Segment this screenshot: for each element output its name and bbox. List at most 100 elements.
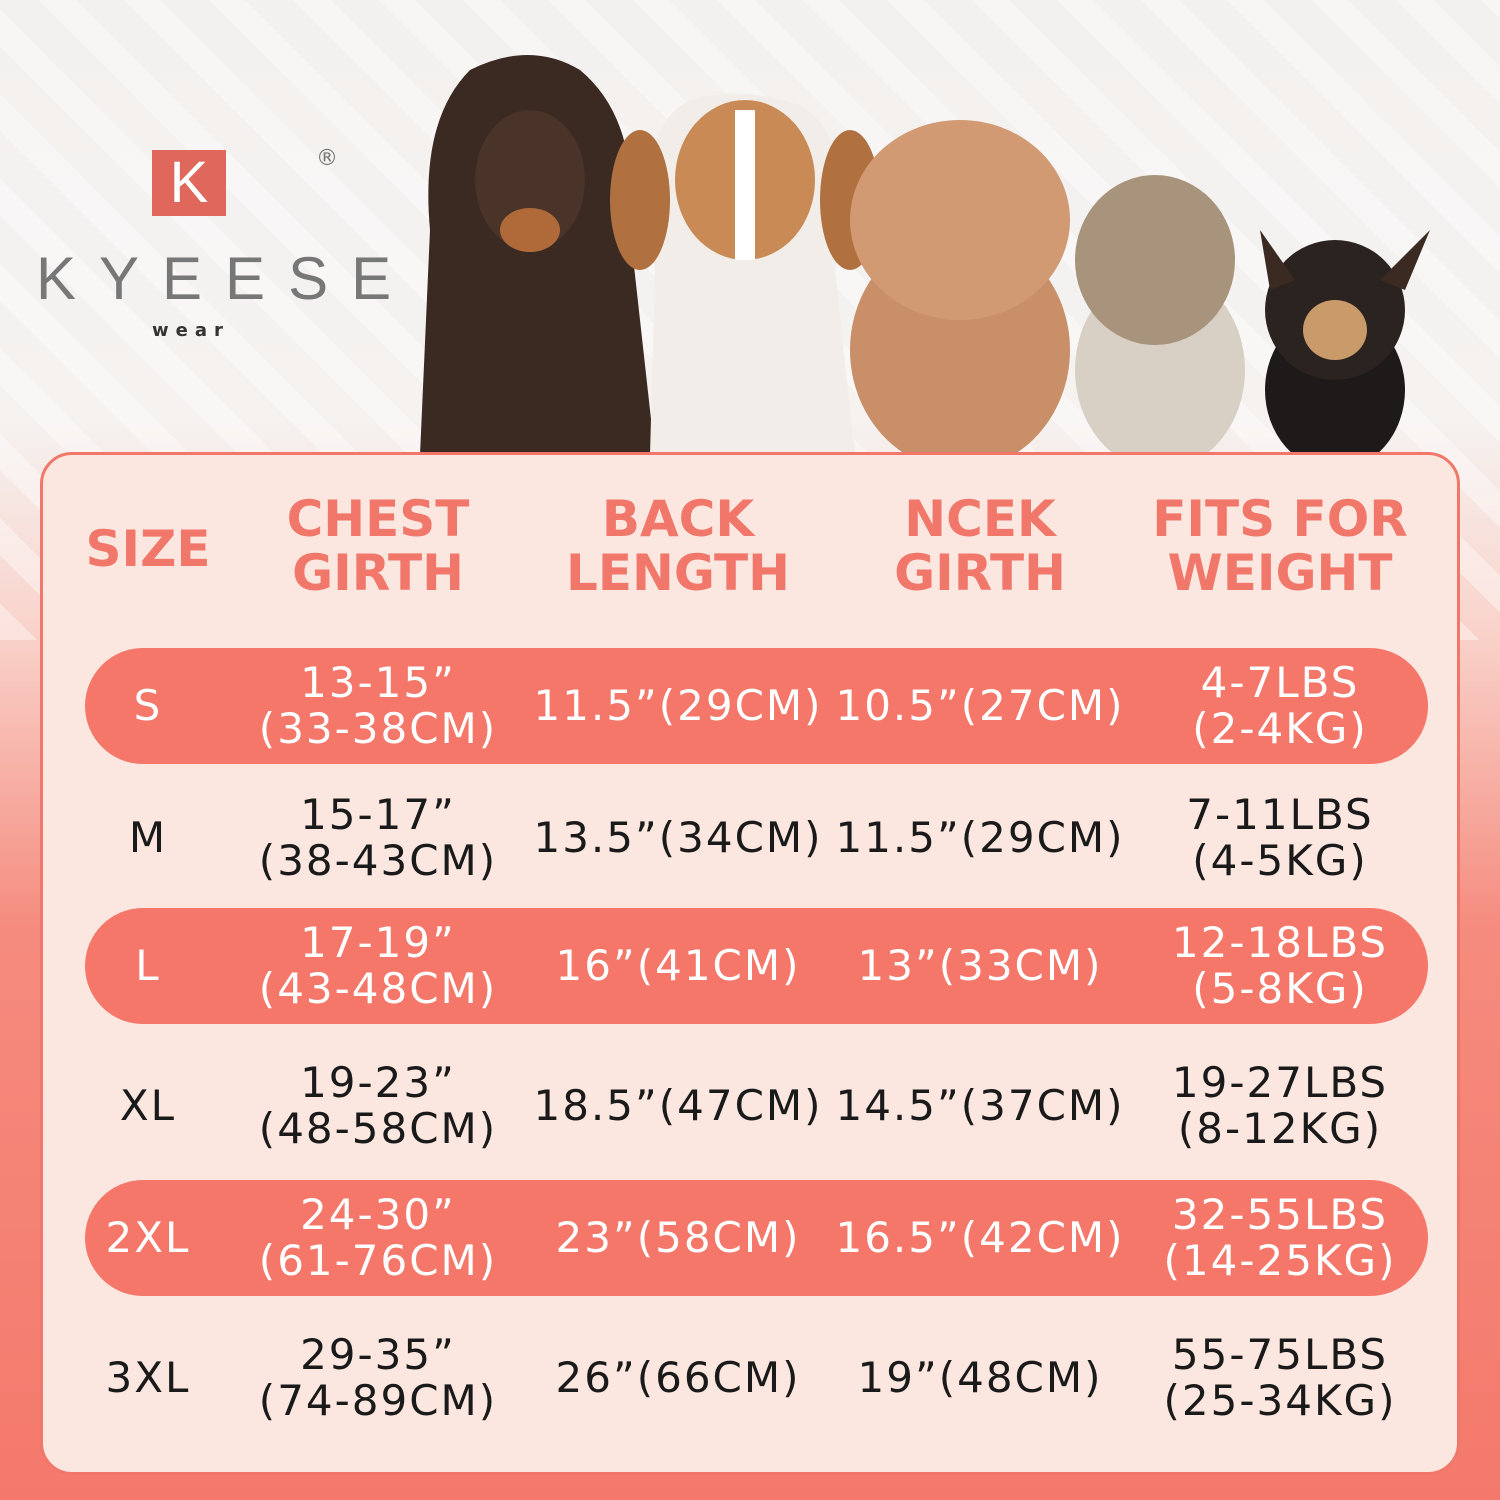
- cell-back-length: 18.5”(47CM): [533, 1083, 822, 1129]
- header-line: NCEK: [904, 490, 1056, 548]
- cell-weight: 55-75LBS (25-34KG): [1164, 1332, 1397, 1424]
- cell-neck-girth: 13”(33CM): [858, 943, 1103, 989]
- header-line: GIRTH: [292, 544, 464, 602]
- cell-line: 13”(33CM): [857, 941, 1103, 990]
- cell-line: (25-34KG): [1163, 1376, 1397, 1425]
- poodle-image: [850, 120, 1070, 455]
- header-line: LENGTH: [566, 544, 790, 602]
- cell-line: 13.5”(34CM): [533, 813, 823, 862]
- cell-line: (43-48CM): [258, 964, 498, 1013]
- cell-line: 7-11LBS: [1186, 790, 1374, 839]
- cell-line: 15-17”: [300, 790, 456, 839]
- cell-line: (33-38CM): [258, 704, 498, 753]
- cell-line: (38-43CM): [258, 836, 498, 885]
- cell-neck-girth: 16.5”(42CM): [835, 1215, 1124, 1261]
- cell-chest-girth: 15-17” (38-43CM): [259, 792, 497, 884]
- header-chest-girth: CHEST GIRTH: [287, 492, 470, 600]
- cell-line: (61-76CM): [258, 1236, 498, 1285]
- cell-line: 10.5”(27CM): [835, 681, 1125, 730]
- header-line: GIRTH: [894, 544, 1066, 602]
- cell-back-length: 26”(66CM): [556, 1355, 801, 1401]
- cell-line: 3XL: [105, 1353, 191, 1402]
- cell-line: (14-25KG): [1163, 1236, 1397, 1285]
- cell-line: (74-89CM): [258, 1376, 498, 1425]
- cell-chest-girth: 24-30” (61-76CM): [259, 1192, 497, 1284]
- cell-neck-girth: 11.5”(29CM): [835, 815, 1124, 861]
- cell-size: XL: [120, 1083, 176, 1129]
- doberman-image: [420, 55, 655, 455]
- cell-weight: 32-55LBS (14-25KG): [1164, 1192, 1397, 1284]
- cell-line: (2-4KG): [1192, 704, 1368, 753]
- cell-line: 32-55LBS: [1171, 1190, 1389, 1239]
- cell-weight: 12-18LBS (5-8KG): [1172, 920, 1388, 1012]
- cell-line: (4-5KG): [1192, 836, 1368, 885]
- cell-line: 19”(48CM): [857, 1353, 1103, 1402]
- cell-line: 13-15”: [300, 658, 456, 707]
- brand-name: KYEESE: [36, 245, 415, 312]
- cell-line: 17-19”: [300, 918, 456, 967]
- cell-weight: 4-7LBS (2-4KG): [1192, 660, 1367, 752]
- header-size: SIZE: [85, 522, 210, 576]
- cell-neck-girth: 14.5”(37CM): [835, 1083, 1124, 1129]
- cell-size: S: [134, 683, 163, 729]
- cell-line: 55-75LBS: [1171, 1330, 1389, 1379]
- cell-line: 11.5”(29CM): [835, 813, 1125, 862]
- cell-neck-girth: 10.5”(27CM): [835, 683, 1124, 729]
- cell-back-length: 23”(58CM): [556, 1215, 801, 1261]
- cell-line: 2XL: [105, 1213, 191, 1262]
- logo-k-mark: K: [152, 150, 226, 216]
- row-highlight: [85, 908, 1428, 1024]
- cell-size: M: [129, 815, 167, 861]
- cell-line: 12-18LBS: [1171, 918, 1389, 967]
- cell-size: L: [135, 943, 160, 989]
- cell-neck-girth: 19”(48CM): [858, 1355, 1103, 1401]
- cell-line: (8-12KG): [1177, 1104, 1383, 1153]
- brand-tagline: wear: [152, 320, 230, 341]
- cell-back-length: 13.5”(34CM): [533, 815, 822, 861]
- header-line: FITS FOR: [1152, 490, 1408, 548]
- row-highlight: [85, 1180, 1428, 1296]
- cell-line: S: [133, 681, 163, 730]
- cell-line: 29-35”: [300, 1330, 456, 1379]
- cell-line: (5-8KG): [1192, 964, 1368, 1013]
- cell-line: 16.5”(42CM): [835, 1213, 1125, 1262]
- header-line: WEIGHT: [1167, 544, 1393, 602]
- header-line: SIZE: [85, 520, 211, 578]
- registered-mark: ®: [316, 146, 338, 171]
- chihuahua-image: [1260, 230, 1430, 455]
- terrier-image: [1075, 175, 1245, 455]
- dogs-photo: [420, 55, 1430, 455]
- row-highlight: [85, 648, 1428, 764]
- cell-line: 4-7LBS: [1200, 658, 1360, 707]
- cell-back-length: 11.5”(29CM): [533, 683, 822, 729]
- cell-line: L: [135, 941, 161, 990]
- beagle-image: [610, 93, 880, 455]
- cell-weight: 7-11LBS (4-5KG): [1186, 792, 1373, 884]
- cell-chest-girth: 17-19” (43-48CM): [259, 920, 497, 1012]
- header-back-length: BACK LENGTH: [566, 492, 790, 600]
- cell-line: 16”(41CM): [555, 941, 801, 990]
- cell-line: 24-30”: [300, 1190, 456, 1239]
- cell-size: 2XL: [106, 1215, 191, 1261]
- cell-line: M: [128, 813, 168, 862]
- header-line: CHEST: [286, 490, 470, 548]
- cell-line: 11.5”(29CM): [533, 681, 823, 730]
- header-line: BACK: [601, 490, 755, 548]
- brand-logo: K ® KYEESE wear: [30, 140, 391, 350]
- cell-chest-girth: 19-23” (48-58CM): [259, 1060, 497, 1152]
- cell-weight: 19-27LBS (8-12KG): [1172, 1060, 1388, 1152]
- cell-chest-girth: 13-15” (33-38CM): [259, 660, 497, 752]
- cell-back-length: 16”(41CM): [556, 943, 801, 989]
- cell-line: 19-27LBS: [1171, 1058, 1389, 1107]
- header-neck-girth: NCEK GIRTH: [894, 492, 1066, 600]
- cell-line: 23”(58CM): [555, 1213, 801, 1262]
- cell-chest-girth: 29-35” (74-89CM): [259, 1332, 497, 1424]
- cell-line: 19-23”: [300, 1058, 456, 1107]
- cell-line: 14.5”(37CM): [835, 1081, 1125, 1130]
- cell-line: XL: [119, 1081, 177, 1130]
- cell-line: 18.5”(47CM): [533, 1081, 823, 1130]
- header-weight: FITS FOR WEIGHT: [1152, 492, 1407, 600]
- cell-size: 3XL: [106, 1355, 191, 1401]
- cell-line: (48-58CM): [258, 1104, 498, 1153]
- cell-line: 26”(66CM): [555, 1353, 801, 1402]
